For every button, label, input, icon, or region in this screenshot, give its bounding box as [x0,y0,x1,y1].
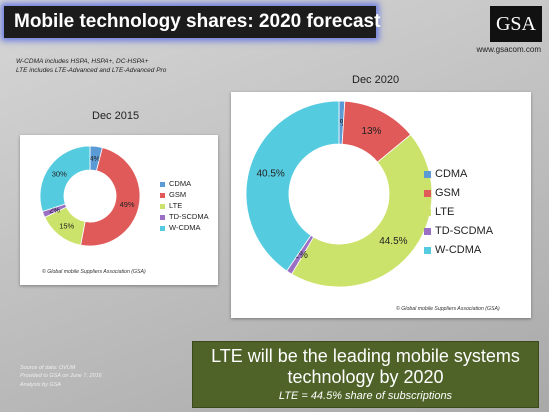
donut-chart-2015: 4% 49% 15% 2% 30% CDMA GSM LTE TD-SCDMA W-CDMA © G… [39,145,209,275]
source-line-2: Provided to GSA on June 7, 2016 [20,373,102,379]
legend-swatch-cdma [424,171,431,178]
data-label-w-cdma: 40.5% [256,168,284,179]
source-line-1: Source of data: OVUM [20,365,76,371]
legend-label-cdma: CDMA [169,179,191,188]
callout-line-3: LTE = 44.5% share of subscriptions [278,390,453,402]
note-wcdma: W-CDMA includes HSPA, HSPA+, DC-HSPA+ [16,58,149,65]
slice-gsm [80,147,141,247]
gsa-logo: GSA [490,6,542,42]
donut-chart-2020: 1% 13% 44.5% 1% 40.5% CDMA GSM LTE TD-SCDMA W-CDM… [245,100,500,312]
lte-callout-box: LTE will be the leading mobile systems t… [192,341,539,408]
slice-w-cdma [245,100,340,272]
data-label-w-cdma: 30% [52,169,67,178]
chart-panel-2015: 4% 49% 15% 2% 30% CDMA GSM LTE TD-SCDMA W-CDMA © G… [20,135,218,285]
data-label-gsm: 13% [361,126,381,137]
logo-text: GSA [495,12,536,35]
copyright-note: © Global mobile Suppliers Association (G… [396,305,500,312]
website-url: www.gsacom.com [476,45,541,54]
chart-title-2020: Dec 2020 [352,74,400,86]
slice-w-cdma [39,145,91,212]
legend-swatch-lte [424,209,431,216]
copyright-note: © Global mobile Suppliers Association (G… [42,268,146,275]
legend-label-gsm: GSM [435,187,460,199]
data-label-cdma: 4% [89,154,100,163]
legend-swatch-td-scdma [424,228,431,235]
data-label-cdma: 1% [334,118,349,129]
data-label-lte: 44.5% [379,236,407,247]
data-label-td-scdma: 1% [293,250,308,261]
callout-line-2: technology by 2020 [287,367,444,387]
slice-lte [291,134,433,288]
legend-swatch-gsm [424,190,431,197]
callout-line-1: LTE will be the leading mobile systems [211,346,520,366]
legend-swatch-cdma [160,182,165,187]
data-label-lte: 15% [59,222,74,231]
chart-title-2015: Dec 2015 [92,110,140,122]
source-line-3: Analysis by GSA [20,382,61,388]
legend-label-lte: LTE [435,206,454,218]
legend-label-cdma: CDMA [435,168,468,180]
note-lte: LTE includes LTE-Advanced and LTE-Advanc… [16,67,167,74]
legend-swatch-td-scdma [160,215,165,220]
chart-panel-2020: 1% 13% 44.5% 1% 40.5% CDMA GSM LTE TD-SCDMA W-CDM… [231,92,531,318]
legend-label-w-cdma: W-CDMA [169,223,201,232]
data-label-td-scdma: 2% [49,206,60,215]
legend-label-td-scdma: TD-SCDMA [169,212,209,221]
legend-label-gsm: GSM [169,190,186,199]
legend-swatch-gsm [160,193,165,198]
legend-label-lte: LTE [169,201,182,210]
legend-label-td-scdma: TD-SCDMA [435,225,494,237]
legend-label-w-cdma: W-CDMA [435,244,482,256]
data-label-gsm: 49% [120,200,135,209]
title-banner: Mobile technology shares: 2020 forecast [4,6,380,38]
legend-swatch-w-cdma [424,247,431,254]
legend-swatch-lte [160,204,165,209]
page-title: Mobile technology shares: 2020 forecast [14,11,381,32]
legend-swatch-w-cdma [160,226,165,231]
